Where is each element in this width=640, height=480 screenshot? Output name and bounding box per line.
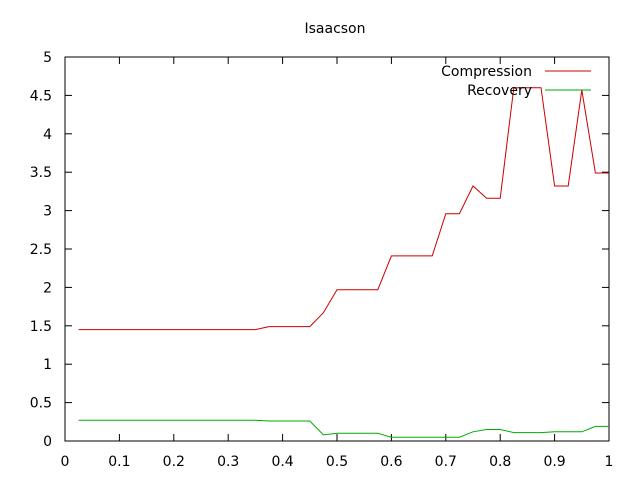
x-tick-label: 0 xyxy=(61,454,70,470)
x-tick-label: 0.1 xyxy=(108,454,130,470)
x-tick-label: 0.5 xyxy=(326,454,348,470)
y-tick-label: 3.5 xyxy=(30,165,52,181)
x-tick-label: 0.7 xyxy=(435,454,457,470)
y-tick-label: 4.5 xyxy=(30,88,52,104)
y-tick-label: 1 xyxy=(43,357,52,373)
series-line-compression xyxy=(78,87,609,331)
series-line-recovery xyxy=(78,419,609,438)
series-layer xyxy=(78,87,609,438)
y-tick-label: 3 xyxy=(43,204,52,220)
legend-label: Compression xyxy=(441,64,532,80)
y-tick-label: 0.5 xyxy=(30,396,52,412)
y-tick-label: 5 xyxy=(43,50,52,66)
x-tick-label: 0.4 xyxy=(271,454,293,470)
plot-frame xyxy=(64,56,610,442)
y-tick-label: 2 xyxy=(43,280,52,296)
x-tick-label: 0.6 xyxy=(380,454,402,470)
x-tick-label: 0.2 xyxy=(163,454,185,470)
y-tick-label: 1.5 xyxy=(30,319,52,335)
y-tick-label: 0 xyxy=(43,434,52,450)
x-tick-label: 1 xyxy=(605,454,614,470)
x-tick-label: 0.8 xyxy=(489,454,511,470)
legend-label: Recovery xyxy=(467,83,532,99)
legend: Compression Recovery xyxy=(441,64,591,99)
y-tick-label: 2.5 xyxy=(30,242,52,258)
x-tick-label: 0.3 xyxy=(217,454,239,470)
axes: 0 0.1 0.2 0.3 0.4 0.5 0.6 0.7 0.8 0.9 1 0 0.5 1 1.5 2 2.… xyxy=(30,50,614,470)
y-tick-label: 4 xyxy=(43,127,52,143)
chart-title: Isaacson xyxy=(304,21,365,37)
x-tick-label: 0.9 xyxy=(543,454,565,470)
